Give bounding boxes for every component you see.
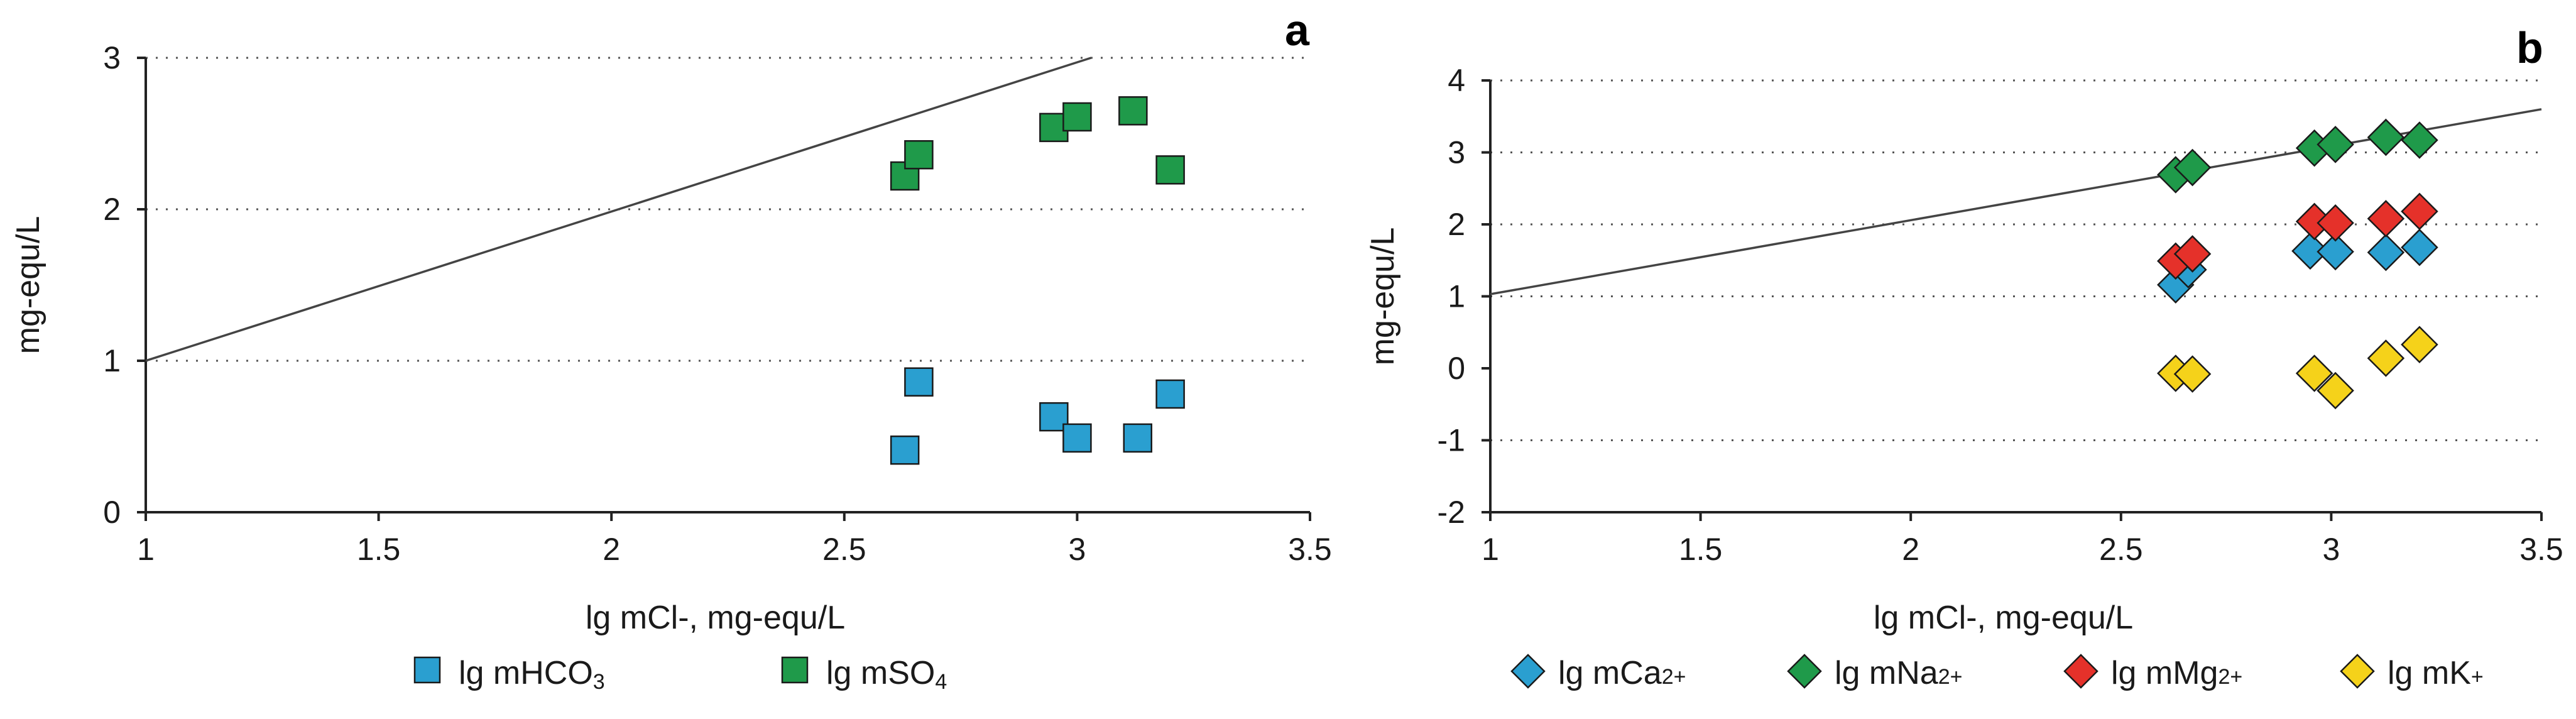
- x-tick-label: 3.5: [1288, 532, 1332, 567]
- data-point-square: [1123, 423, 1153, 453]
- panel-letter: a: [1285, 6, 1310, 55]
- y-tick-label: 3: [1448, 135, 1465, 170]
- data-point-square: [1155, 155, 1185, 185]
- legend-swatch-diamond: [2340, 654, 2375, 689]
- legend-label: lg mSO4: [826, 655, 947, 694]
- legend-label: lg mCa2+: [1558, 655, 1686, 691]
- x-tick-label: 1.5: [1679, 532, 1723, 567]
- legend-swatch-diamond: [2063, 654, 2098, 689]
- data-point-diamond: [2401, 228, 2438, 266]
- y-tick-label: 2: [1448, 207, 1465, 242]
- data-point-diamond: [2295, 354, 2333, 392]
- data-point-diamond: [2291, 232, 2329, 270]
- legend-swatch-diamond: [1510, 654, 1546, 689]
- data-point-diamond: [2317, 233, 2354, 271]
- data-point-square: [904, 367, 934, 397]
- data-point-square: [1155, 379, 1185, 409]
- x-tick-label: 3.5: [2519, 532, 2563, 567]
- y-tick-label: 3: [103, 40, 121, 75]
- reference-line: [146, 57, 1092, 362]
- x-axis-label: lg mCl-, mg-equ/L: [586, 600, 845, 636]
- x-tick-label: 1: [1482, 532, 1499, 567]
- legend-label: lg mHCO3: [459, 655, 605, 694]
- legend-entry: lg mSO4: [781, 655, 947, 694]
- x-tick-label: 2.5: [2099, 532, 2143, 567]
- data-point-square: [904, 140, 934, 170]
- data-point-diamond: [2367, 339, 2405, 377]
- legend-swatch-square: [413, 656, 441, 684]
- y-tick-label: 0: [1448, 351, 1465, 386]
- data-point-diamond: [2317, 126, 2354, 163]
- legend-swatch-diamond: [1787, 654, 1822, 689]
- legend-swatch-square: [781, 656, 809, 684]
- y-tick-label: 1: [103, 343, 121, 378]
- data-point-diamond: [2367, 233, 2405, 272]
- legend-label: lg mK+: [2388, 655, 2484, 691]
- data-point-square: [1118, 96, 1148, 126]
- x-tick-label: 2: [603, 532, 620, 567]
- x-tick-label: 1.5: [357, 532, 401, 567]
- x-tick-label: 1: [137, 532, 155, 567]
- data-point-diamond: [2173, 355, 2212, 393]
- x-tick-label: 3: [2322, 532, 2340, 567]
- y-tick-label: 1: [1448, 279, 1465, 314]
- x-tick-label: 3: [1068, 532, 1086, 567]
- legend-entry: lg mK+: [2340, 654, 2484, 691]
- y-tick-label: -1: [1438, 423, 1465, 458]
- data-point-diamond: [2401, 326, 2438, 363]
- y-tick-label: 0: [103, 495, 121, 530]
- panel-b-chart: 1 1.5 2 2.5 3 3.5 -2 -1 0 1 2 3 4 mg-equ/L lg mCl-, mg…: [1365, 23, 2563, 691]
- legend-entry: lg mCa2+: [1510, 654, 1686, 691]
- data-point-diamond: [2317, 371, 2354, 410]
- data-point-diamond: [2401, 121, 2438, 159]
- y-tick-label: -2: [1438, 495, 1465, 530]
- legend-entry: lg mHCO3: [413, 655, 605, 694]
- x-tick-label: 2.5: [822, 532, 866, 567]
- legend-entry: lg mMg2+: [2063, 654, 2242, 691]
- y-axis-label: mg-equ/L: [10, 216, 46, 354]
- data-point-square: [1062, 423, 1092, 453]
- reference-line: [1490, 108, 2542, 295]
- data-point-diamond: [2173, 148, 2212, 187]
- data-point-square: [1062, 102, 1092, 132]
- panel-letter: b: [2516, 23, 2543, 72]
- y-axis-label: mg-equ/L: [1365, 228, 1401, 366]
- x-tick-label: 2: [1902, 532, 1919, 567]
- data-point-diamond: [2367, 118, 2405, 156]
- data-point-diamond: [2401, 192, 2438, 231]
- data-point-diamond: [2367, 200, 2405, 238]
- legend-label: lg mNa2+: [1835, 655, 1962, 691]
- y-tick-label: 4: [1448, 63, 1465, 98]
- data-point-diamond: [2173, 235, 2212, 273]
- x-axis-label: lg mCl-, mg-equ/L: [1874, 600, 2133, 636]
- legend-entry: lg mNa2+: [1787, 654, 1962, 691]
- data-point-diamond: [2317, 204, 2354, 242]
- y-tick-label: 2: [103, 192, 121, 227]
- legend-label: lg mMg2+: [2111, 655, 2242, 691]
- data-point-square: [890, 435, 920, 465]
